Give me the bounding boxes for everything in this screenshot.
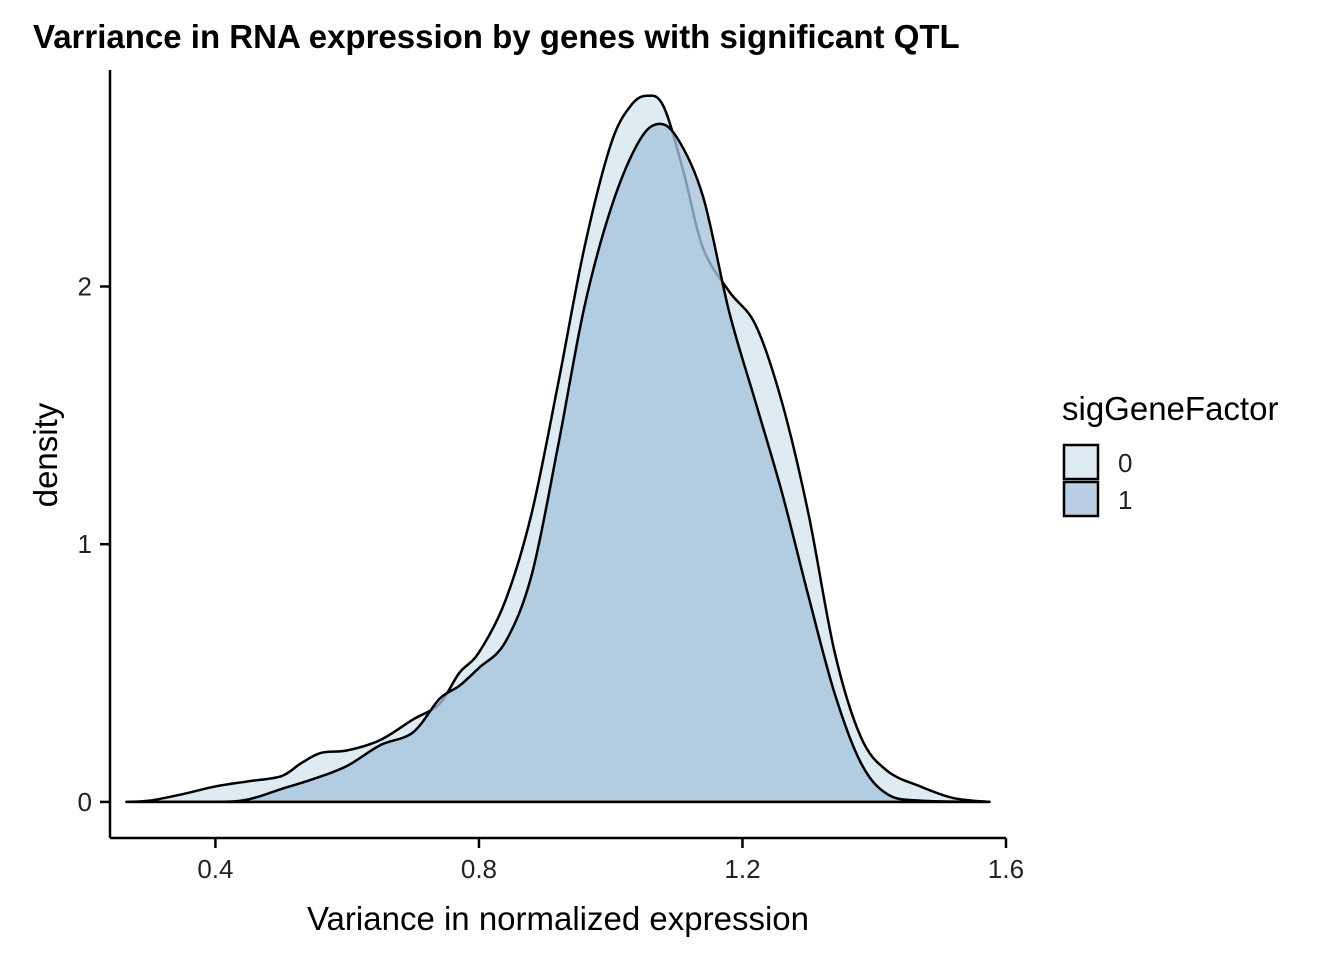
x-axis-label: Variance in normalized expression xyxy=(307,900,809,937)
x-axis-ticks: 0.4 0.8 1.2 1.6 xyxy=(197,838,1024,884)
x-tick-label: 0.8 xyxy=(461,854,497,884)
legend-label-0: 0 xyxy=(1118,448,1132,478)
legend: sigGeneFactor 01 xyxy=(1062,390,1278,518)
y-axis-label: density xyxy=(27,402,64,507)
x-tick-label: 1.6 xyxy=(988,854,1024,884)
x-tick-label: 1.2 xyxy=(724,854,760,884)
chart-title: Varriance in RNA expression by genes wit… xyxy=(33,18,960,55)
y-tick-label: 1 xyxy=(78,529,92,559)
legend-label-1: 1 xyxy=(1118,485,1132,515)
legend-swatch-1 xyxy=(1062,480,1100,518)
legend-title: sigGeneFactor xyxy=(1062,390,1278,427)
density-area-series-1 xyxy=(125,122,991,804)
plot-area xyxy=(125,94,991,804)
legend-swatch-0 xyxy=(1062,443,1100,481)
legend-items: 01 xyxy=(1062,443,1132,518)
x-tick-label: 0.4 xyxy=(197,854,233,884)
y-tick-label: 2 xyxy=(78,271,92,301)
y-axis-ticks: 0 1 2 xyxy=(78,271,110,817)
y-tick-label: 0 xyxy=(78,787,92,817)
